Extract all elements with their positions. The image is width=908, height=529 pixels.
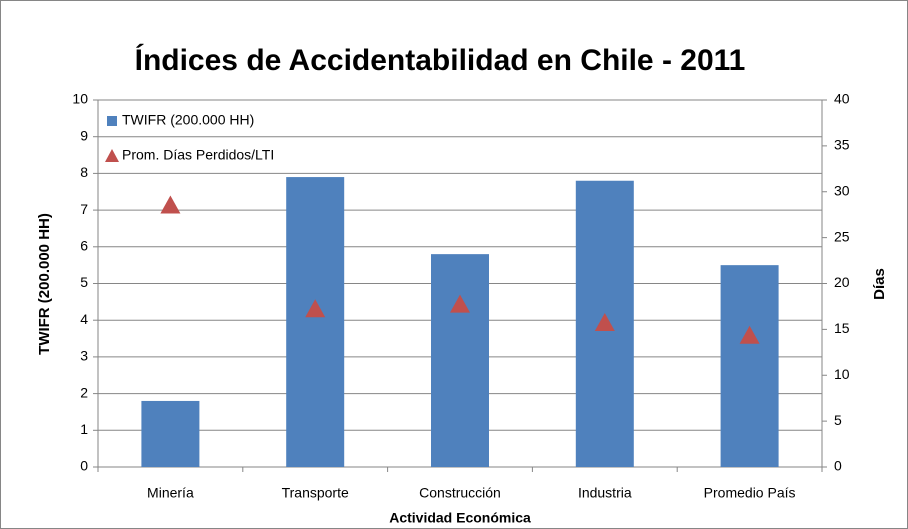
y2-tick-label: 20 xyxy=(834,274,850,290)
x-tick-label: Industria xyxy=(578,485,632,501)
legend-swatch xyxy=(105,149,119,162)
y2-tick-label: 15 xyxy=(834,320,850,336)
x-tick-label: Construcción xyxy=(419,485,501,501)
bar xyxy=(720,265,779,467)
chart-title: Índices de Accidentabilidad en Chile - 2… xyxy=(135,43,746,77)
y-tick-label: 5 xyxy=(80,274,88,290)
bar xyxy=(431,254,489,467)
y2-tick-label: 25 xyxy=(834,228,850,244)
y-tick-label: 9 xyxy=(80,127,88,143)
triangle-marker xyxy=(160,195,181,214)
y2-tick-label: 0 xyxy=(834,458,842,474)
triangle-marker xyxy=(305,299,326,318)
legend-label: TWIFR (200.000 HH) xyxy=(122,112,254,128)
triangle-marker xyxy=(739,325,760,344)
y-tick-label: 4 xyxy=(80,311,88,327)
y-tick-label: 8 xyxy=(80,164,88,180)
triangle-marker xyxy=(594,312,615,331)
x-tick-label: Minería xyxy=(147,485,194,501)
y2-tick-label: 40 xyxy=(834,91,850,107)
bar xyxy=(141,400,200,467)
y2-tick-label: 5 xyxy=(834,412,842,428)
y-tick-label: 10 xyxy=(72,91,88,107)
y2-axis-label: Días xyxy=(871,268,888,300)
y-axis-label: TWIFR (200.000 HH) xyxy=(36,213,53,355)
y-tick-label: 3 xyxy=(80,348,88,364)
legend-swatch xyxy=(107,116,117,126)
y-tick-label: 6 xyxy=(80,238,88,254)
y2-tick-label: 30 xyxy=(834,182,850,198)
x-axis-label: Actividad Económica xyxy=(389,510,531,526)
legend-label: Prom. Días Perdidos/LTI xyxy=(122,147,274,163)
y2-tick-label: 10 xyxy=(834,366,850,382)
bar xyxy=(286,177,345,467)
y2-tick-label: 35 xyxy=(834,137,850,153)
y-tick-label: 0 xyxy=(80,458,88,474)
triangle-marker xyxy=(450,294,470,313)
y-tick-label: 2 xyxy=(80,384,88,400)
y-tick-label: 7 xyxy=(80,201,88,217)
x-tick-label: Transporte xyxy=(282,485,349,501)
y-tick-label: 1 xyxy=(80,421,88,437)
x-tick-label: Promedio País xyxy=(704,485,796,501)
